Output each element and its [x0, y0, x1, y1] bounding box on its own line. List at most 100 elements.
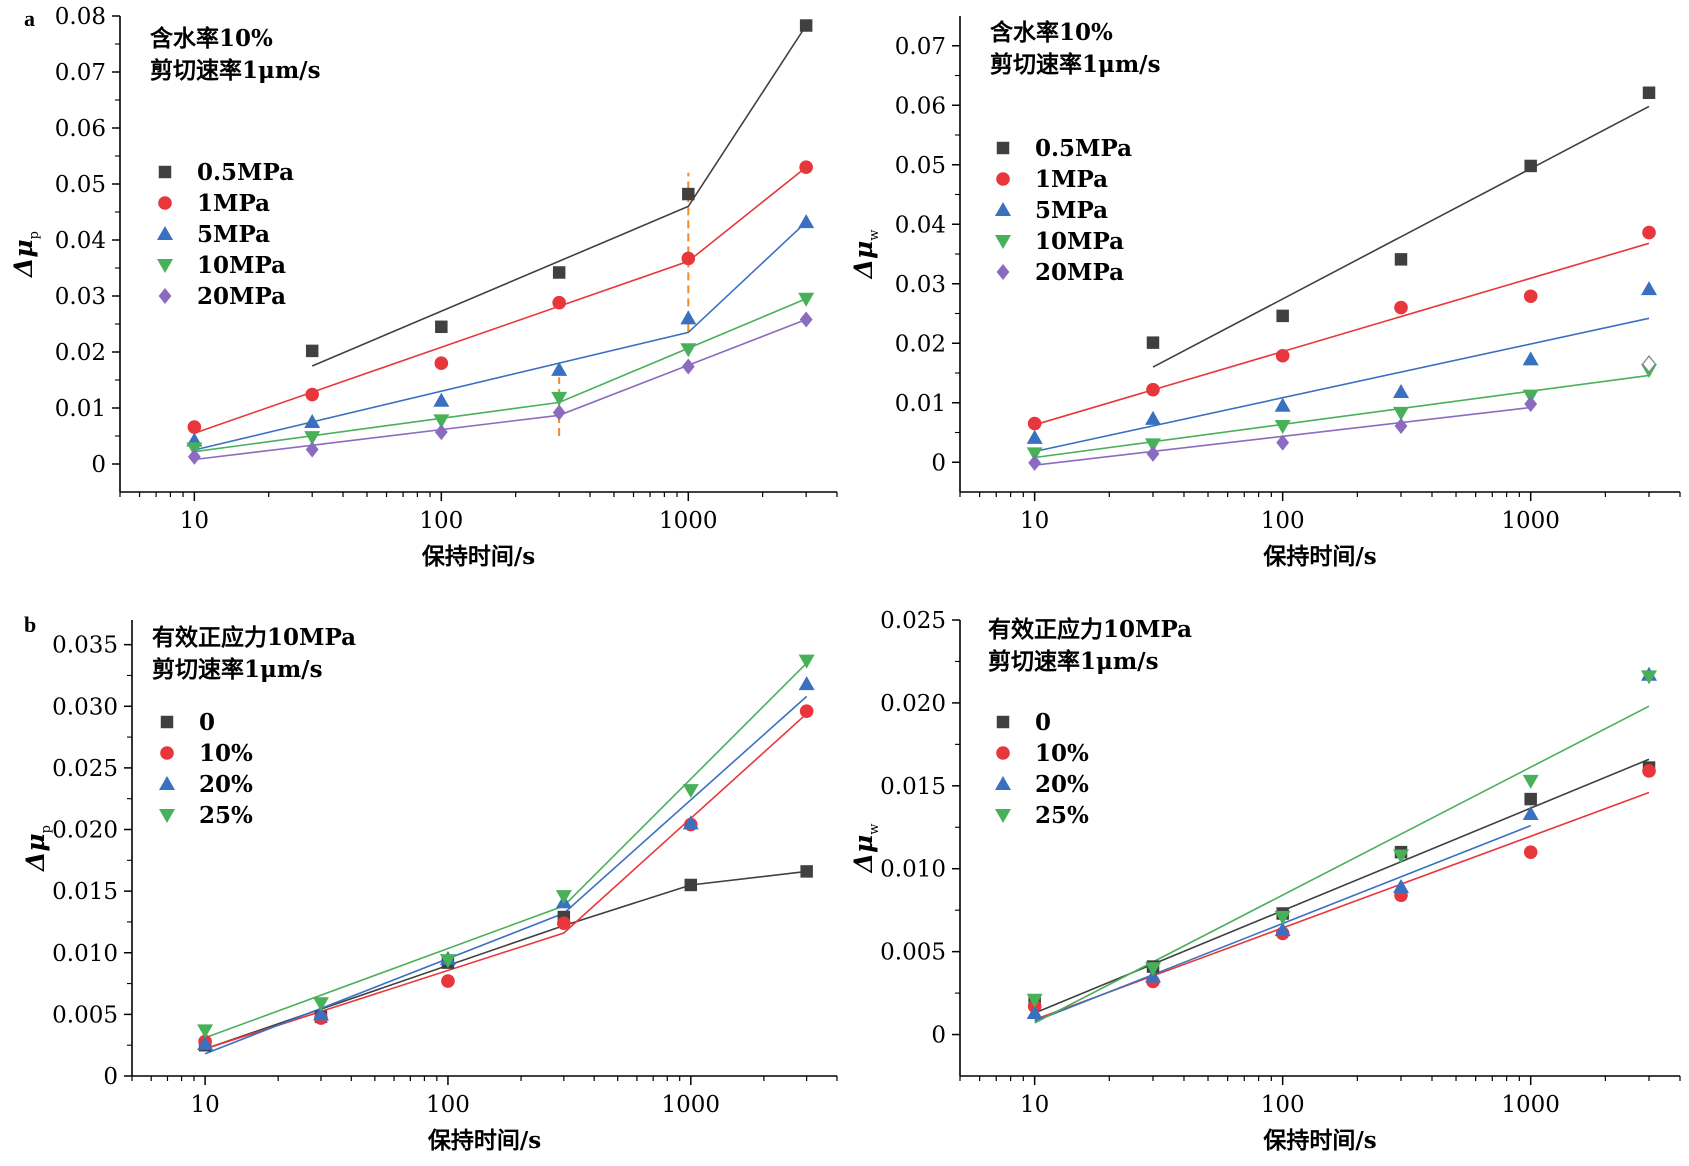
data-point — [1641, 281, 1658, 296]
data-point — [1394, 417, 1408, 434]
data-point — [1028, 454, 1042, 471]
legend-marker — [995, 202, 1011, 216]
fit-line — [1034, 317, 1650, 453]
legend-label: 20MPa — [1035, 259, 1124, 286]
series-points — [197, 676, 815, 1050]
data-point — [798, 654, 815, 669]
x-axis-label: 保持时间/s — [421, 543, 535, 570]
data-point — [1274, 922, 1291, 937]
fit-line — [204, 713, 808, 1050]
y-tick-label: 0.005 — [52, 1002, 118, 1028]
legend-marker — [160, 715, 174, 729]
x-tick-label: 100 — [1261, 508, 1305, 534]
x-axis-label: 保持时间/s — [1262, 1127, 1376, 1154]
data-point — [1393, 878, 1410, 893]
fit-line — [1034, 705, 1650, 1024]
legend-label: 5MPa — [197, 221, 270, 248]
data-point — [1522, 774, 1539, 789]
legend-label: 10MPa — [197, 252, 286, 279]
data-point — [552, 404, 566, 421]
data-point — [552, 295, 566, 310]
y-tick-label: 0.06 — [55, 116, 106, 142]
legend-marker — [159, 809, 175, 823]
annotation-line: 剪切速率1μm/s — [988, 648, 1159, 675]
y-tick-label: 0.04 — [55, 228, 106, 254]
legend-marker — [995, 809, 1011, 823]
legend-label: 20MPa — [197, 283, 286, 310]
data-point — [1524, 792, 1537, 806]
data-point — [798, 676, 815, 691]
data-point — [1393, 384, 1410, 399]
y-tick-label: 0.015 — [52, 879, 118, 905]
legend-marker — [995, 235, 1011, 249]
data-point — [1144, 410, 1161, 425]
legend-marker — [158, 196, 172, 210]
data-point — [1027, 416, 1042, 431]
annotation-line: 含水率10% — [990, 19, 1113, 46]
x-tick-label: 1000 — [1501, 508, 1560, 534]
annotation-line: 剪切速率1μm/s — [150, 57, 321, 84]
y-tick-label: 0.015 — [880, 774, 946, 800]
data-point — [1026, 429, 1043, 444]
y-tick-label: 0.035 — [52, 633, 118, 659]
y-axis-label: Δμp — [9, 231, 42, 279]
annotation-line: 剪切速率1μm/s — [990, 51, 1161, 78]
data-point — [1522, 806, 1539, 821]
series-points — [1028, 355, 1657, 471]
y-tick-label: 0 — [91, 452, 106, 478]
y-tick-label: 0.010 — [880, 857, 946, 883]
data-point — [1026, 993, 1043, 1008]
data-point — [433, 392, 450, 407]
data-point — [1642, 764, 1656, 778]
y-tick-label: 0.02 — [55, 340, 106, 366]
annotation-line: 有效正应力10MPa — [988, 616, 1192, 643]
legend-label: 1MPa — [197, 190, 270, 217]
data-point — [798, 214, 815, 229]
legend-marker — [996, 264, 1010, 280]
x-tick-label: 10 — [180, 508, 209, 534]
data-point — [434, 424, 448, 441]
series-points — [1026, 666, 1658, 1019]
data-point — [1641, 355, 1657, 374]
data-point — [1523, 845, 1538, 859]
x-tick-label: 10 — [1020, 508, 1049, 534]
fit-line — [194, 221, 807, 451]
data-point — [1274, 419, 1291, 434]
series-points — [1027, 225, 1656, 431]
data-point — [681, 251, 696, 266]
y-tick-label: 0.05 — [895, 153, 946, 179]
data-point — [551, 391, 568, 406]
data-point — [1144, 962, 1161, 977]
data-point — [441, 974, 455, 988]
series-points — [1027, 764, 1656, 1014]
data-point — [1275, 348, 1290, 363]
x-axis-label: 保持时间/s — [1262, 543, 1376, 570]
legend-label: 1MPa — [1035, 166, 1108, 193]
x-tick-label: 10 — [190, 1092, 219, 1118]
data-point — [682, 187, 695, 201]
y-tick-label: 0 — [931, 450, 946, 476]
panel-label-b: b — [24, 612, 37, 637]
data-point — [1146, 382, 1160, 397]
legend-label: 0 — [1035, 709, 1051, 736]
series-points — [1146, 86, 1656, 349]
x-tick-label: 1000 — [1501, 1092, 1560, 1118]
y-tick-label: 0.010 — [52, 941, 118, 967]
y-tick-label: 0.04 — [895, 212, 946, 238]
data-point — [799, 19, 813, 32]
legend-label: 20% — [1035, 771, 1089, 798]
legend-label: 0 — [199, 709, 215, 736]
series-points — [187, 160, 813, 434]
data-point — [798, 292, 815, 307]
data-point — [305, 344, 319, 358]
y-tick-label: 0.025 — [880, 608, 946, 634]
x-axis-label: 保持时间/s — [427, 1127, 541, 1154]
series-points — [1026, 281, 1658, 444]
data-point — [1276, 434, 1290, 451]
y-tick-label: 0.02 — [895, 331, 946, 357]
data-point — [312, 1006, 329, 1021]
x-tick-label: 1000 — [659, 508, 718, 534]
legend-label: 5MPa — [1035, 197, 1108, 224]
